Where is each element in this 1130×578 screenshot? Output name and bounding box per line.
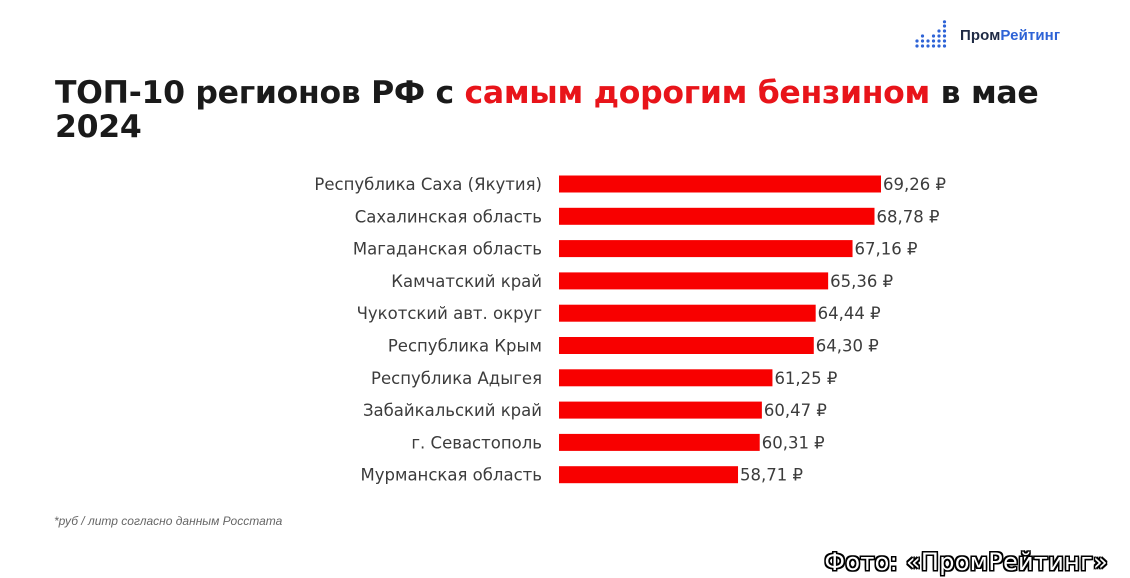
value-label: 58,71 ₽ [740, 466, 803, 485]
bar [559, 433, 760, 451]
title-part2: в мае 2024 [55, 75, 1039, 145]
value-label: 68,78 ₽ [876, 207, 939, 226]
value-label: 64,44 ₽ [818, 304, 881, 323]
value-label: 65,36 ₽ [830, 272, 893, 291]
brand-logo: ПромРейтинг [914, 20, 1060, 50]
category-label: Камчатский край [391, 272, 542, 291]
page-title: ТОП-10 регионов РФ с самым дорогим бензи… [55, 76, 1055, 144]
category-label: г. Севастополь [411, 433, 542, 452]
photo-credit: Фото: «ПромРейтинг» [824, 548, 1108, 576]
title-highlight: самым дорогим бензином [464, 75, 931, 111]
value-label: 67,16 ₽ [855, 240, 918, 259]
value-label: 69,26 ₽ [883, 175, 946, 194]
bar [559, 401, 762, 419]
bar [559, 369, 773, 387]
category-label: Сахалинская область [355, 207, 542, 226]
brand-name-part2: Рейтинг [1000, 26, 1061, 44]
bar [559, 466, 739, 484]
value-label: 60,47 ₽ [764, 401, 827, 420]
value-label: 64,30 ₽ [816, 337, 879, 356]
bar [559, 175, 881, 193]
category-label: Забайкальский край [363, 401, 542, 420]
category-label: Мурманская область [361, 466, 542, 485]
category-label: Республика Адыгея [371, 369, 542, 388]
brand-name: ПромРейтинг [960, 27, 1060, 44]
bar [559, 207, 875, 225]
value-label: 60,31 ₽ [762, 433, 825, 452]
category-label: Республика Саха (Якутия) [314, 175, 542, 194]
bar-dots-icon [915, 20, 947, 48]
footnote: *руб / литр согласно данным Росстата [54, 514, 283, 528]
bar-chart: Республика Саха (Якутия) 69,26 ₽ Сахалинск… [314, 175, 946, 485]
category-label: Магаданская область [353, 240, 542, 259]
bar [559, 240, 853, 258]
title-part1: ТОП-10 регионов РФ с [55, 75, 465, 111]
bar [559, 272, 829, 290]
category-label: Чукотский авт. округ [357, 304, 542, 323]
bar [559, 337, 814, 354]
category-label: Республика Крым [388, 337, 542, 356]
bar [559, 304, 816, 322]
value-label: 61,25 ₽ [774, 369, 837, 388]
brand-name-part1: Пром [960, 26, 1001, 44]
